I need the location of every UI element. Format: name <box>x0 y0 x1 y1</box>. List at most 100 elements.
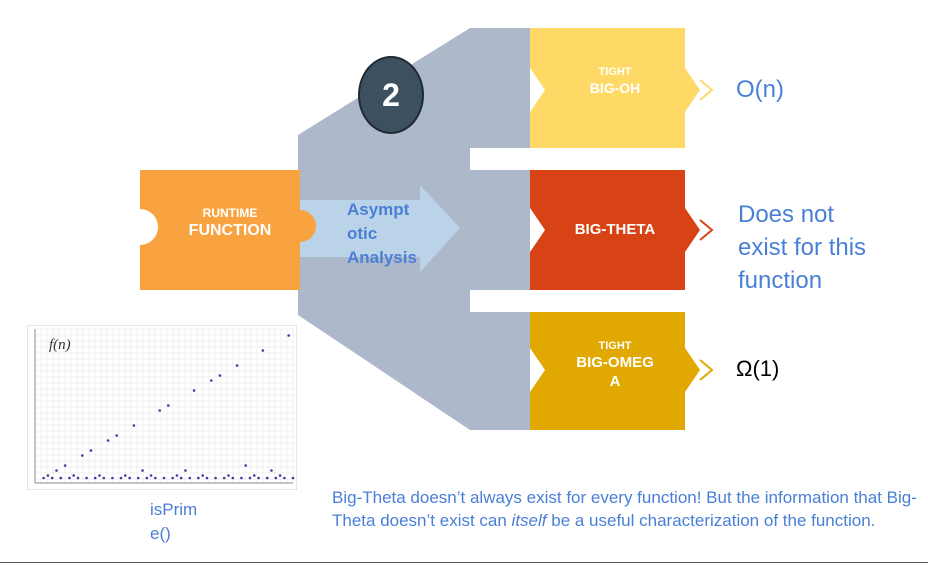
plot-point <box>227 474 230 477</box>
arrow-label-line1: Asympt <box>347 200 410 219</box>
plot-point <box>93 476 97 480</box>
big-oh-box <box>530 28 700 148</box>
plot-point <box>222 476 226 480</box>
plot-point <box>265 476 269 480</box>
plot-point <box>235 364 239 367</box>
big-oh-label-line1: TIGHT <box>598 66 632 78</box>
big-theta-result-line2: exist for this <box>738 234 867 261</box>
big-omega-label: TIGHT BIG-OMEG A <box>545 340 685 390</box>
plot-point <box>46 474 50 477</box>
plot-point <box>106 439 110 442</box>
plot-point <box>85 476 88 480</box>
plot-point <box>154 476 157 480</box>
big-oh-label: TIGHT BIG-OH <box>545 66 685 96</box>
analysis-arrow <box>300 185 460 272</box>
plot-point <box>201 474 204 477</box>
plot-points <box>42 334 295 480</box>
note-text-2: be a useful characterization of the func… <box>546 511 876 530</box>
note-emphasis: itself <box>511 511 547 530</box>
plot-point <box>184 469 187 472</box>
big-theta-result-line1: Does not <box>738 201 835 228</box>
plot-point <box>257 476 260 480</box>
big-theta-box <box>530 170 700 290</box>
plot-point <box>231 476 235 480</box>
runtime-function-box <box>140 170 316 290</box>
plot-point <box>274 476 278 480</box>
plot-point <box>124 474 127 477</box>
plot-point <box>50 476 54 480</box>
plot-point <box>63 464 67 467</box>
plot-point <box>111 476 114 480</box>
plot-point <box>261 349 265 352</box>
plot-point <box>283 476 286 480</box>
plot-point <box>162 476 166 480</box>
plot-point <box>248 476 252 480</box>
isprime-runtime-plot: f(n) <box>27 325 297 490</box>
plot-point <box>158 409 161 412</box>
plot-point <box>55 469 58 472</box>
big-omega-label-line2: BIG-OMEG <box>576 354 654 371</box>
big-oh-label-line2: BIG-OH <box>589 80 641 96</box>
plot-point <box>171 476 174 480</box>
plot-point <box>240 476 243 480</box>
big-omega-box <box>530 312 700 430</box>
plot-point <box>210 379 213 382</box>
plot-point <box>188 476 192 480</box>
arrow-label-line2: otic <box>347 224 378 243</box>
plot-point <box>59 476 63 480</box>
plot-point <box>145 476 149 480</box>
plot-point <box>132 424 136 427</box>
plot-caption: isPrim e() <box>150 498 220 546</box>
big-omega-result: Ω(1) <box>736 356 780 381</box>
plot-point <box>141 469 144 472</box>
plot-point <box>68 476 71 480</box>
plot-point <box>72 474 75 477</box>
plot-point <box>98 474 101 477</box>
runtime-label-line1: RUNTIME <box>202 206 258 220</box>
plot-point <box>253 474 256 477</box>
plot-point <box>278 474 282 477</box>
big-oh-pointer <box>699 79 714 101</box>
plot-point <box>119 476 123 480</box>
plot-point <box>102 476 106 480</box>
big-omega-label-line1: TIGHT <box>598 340 632 352</box>
big-theta-pointer <box>699 219 714 241</box>
plot-point <box>192 389 196 392</box>
arrow-label-line3: Analysis <box>347 248 417 267</box>
big-omega-label-line3: A <box>609 373 621 390</box>
plot-point <box>205 476 209 480</box>
plot-point <box>291 476 295 480</box>
note-text-1: Big-Theta doesn’t always exist for every… <box>332 488 917 530</box>
plot-grid <box>34 328 294 483</box>
plot-point <box>115 434 118 437</box>
plot-point <box>149 474 153 477</box>
footer-divider <box>0 562 928 563</box>
plot-background <box>27 325 297 490</box>
big-oh-result: O(n) <box>736 76 784 103</box>
plot-point <box>287 334 291 337</box>
explanation-note: Big-Theta doesn’t always exist for every… <box>332 486 928 532</box>
plot-point <box>197 476 200 480</box>
asymptotic-analysis-label: Asympt otic Analysis <box>347 198 417 270</box>
runtime-label: RUNTIME FUNCTION <box>160 206 300 240</box>
plot-point <box>214 476 217 480</box>
plot-point <box>42 476 45 480</box>
plot-y-label: f(n) <box>49 337 71 353</box>
plot-point <box>218 374 222 377</box>
big-theta-label-line2: BIG-THETA <box>574 221 656 238</box>
plot-point <box>128 476 131 480</box>
big-omega-pointer <box>699 359 714 381</box>
plot-point <box>167 404 170 407</box>
big-theta-label: BIG-THETA <box>545 221 685 238</box>
plot-point <box>76 476 80 480</box>
plot-point <box>175 474 179 477</box>
plot-point <box>89 449 93 452</box>
big-theta-result: Does not exist for this function <box>738 198 866 297</box>
plot-point <box>270 469 273 472</box>
runtime-label-line2: FUNCTION <box>188 222 272 239</box>
plot-caption-line1: isPrim <box>150 500 198 519</box>
plot-point <box>244 464 247 467</box>
big-theta-result-line3: function <box>738 267 823 294</box>
plot-point <box>179 476 183 480</box>
